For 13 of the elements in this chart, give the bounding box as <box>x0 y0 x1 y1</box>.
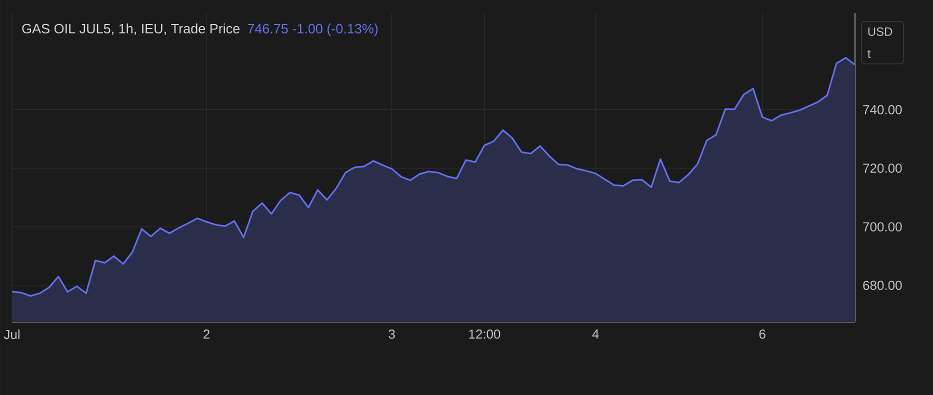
y-tick-label: 680.00 <box>863 280 902 290</box>
text: 746.75 -1.00 (-0.13%) <box>248 24 378 36</box>
y-tick-label: 740.00 <box>863 105 902 114</box>
x-tick-label: 6 <box>759 330 766 339</box>
x-tick-label: Jul <box>4 330 20 340</box>
y-axis-title: USD t <box>868 27 892 58</box>
y-tick-label: 720.00 <box>863 164 902 173</box>
text: GAS OIL JUL5, 1h, IEU, Trade Price <box>22 24 240 36</box>
x-tick-label: 2 <box>204 330 210 339</box>
x-tick-label: 3 <box>388 330 395 339</box>
x-tick-label: 4 <box>592 330 599 338</box>
x-tick-label: 12:00 <box>469 330 500 339</box>
y-tick-label: 700.00 <box>863 222 902 232</box>
